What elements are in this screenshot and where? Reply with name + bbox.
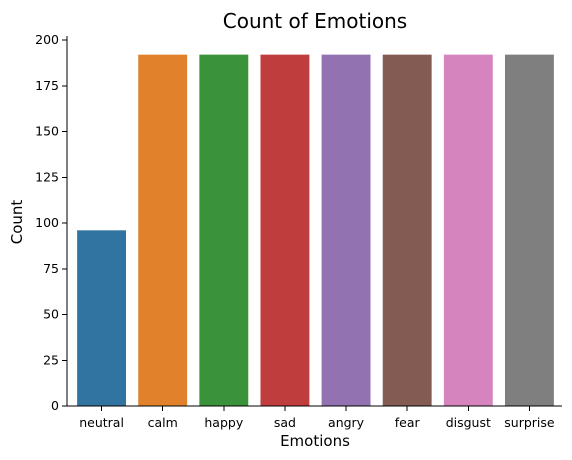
- y-tick-label: 125: [35, 169, 59, 184]
- y-tick-label: 25: [43, 352, 59, 367]
- y-axis-ticks: 0 25 50 75 100 125 150 175 200: [35, 32, 67, 413]
- y-tick-label: 200: [35, 32, 59, 47]
- x-axis-label: Emotions: [280, 432, 350, 450]
- bars: [77, 54, 554, 406]
- y-tick-label: 150: [35, 124, 59, 139]
- x-tick-label: angry: [328, 415, 365, 430]
- y-axis-label: Count: [8, 200, 26, 245]
- bar-surprise: [504, 54, 554, 406]
- y-tick-label: 50: [43, 307, 59, 322]
- x-tick-label: surprise: [504, 415, 555, 430]
- x-tick-label: disgust: [446, 415, 491, 430]
- y-tick-label: 100: [35, 215, 59, 230]
- x-axis-ticks: neutral calm happy sad angry fear disgust surpr…: [79, 406, 555, 430]
- y-tick-label: 0: [51, 398, 59, 413]
- bar-happy: [199, 54, 249, 406]
- x-tick-label: happy: [204, 415, 243, 430]
- x-tick-label: fear: [395, 415, 421, 430]
- bar-angry: [321, 54, 371, 406]
- bar-sad: [260, 54, 310, 406]
- bar-fear: [382, 54, 432, 406]
- y-tick-label: 175: [35, 78, 59, 93]
- x-tick-label: calm: [148, 415, 178, 430]
- chart-title: Count of Emotions: [223, 9, 407, 33]
- y-tick-label: 75: [43, 261, 59, 276]
- bar-neutral: [77, 230, 127, 406]
- bar-disgust: [443, 54, 493, 406]
- bar-calm: [138, 54, 188, 406]
- x-tick-label: sad: [274, 415, 296, 430]
- x-tick-label: neutral: [79, 415, 124, 430]
